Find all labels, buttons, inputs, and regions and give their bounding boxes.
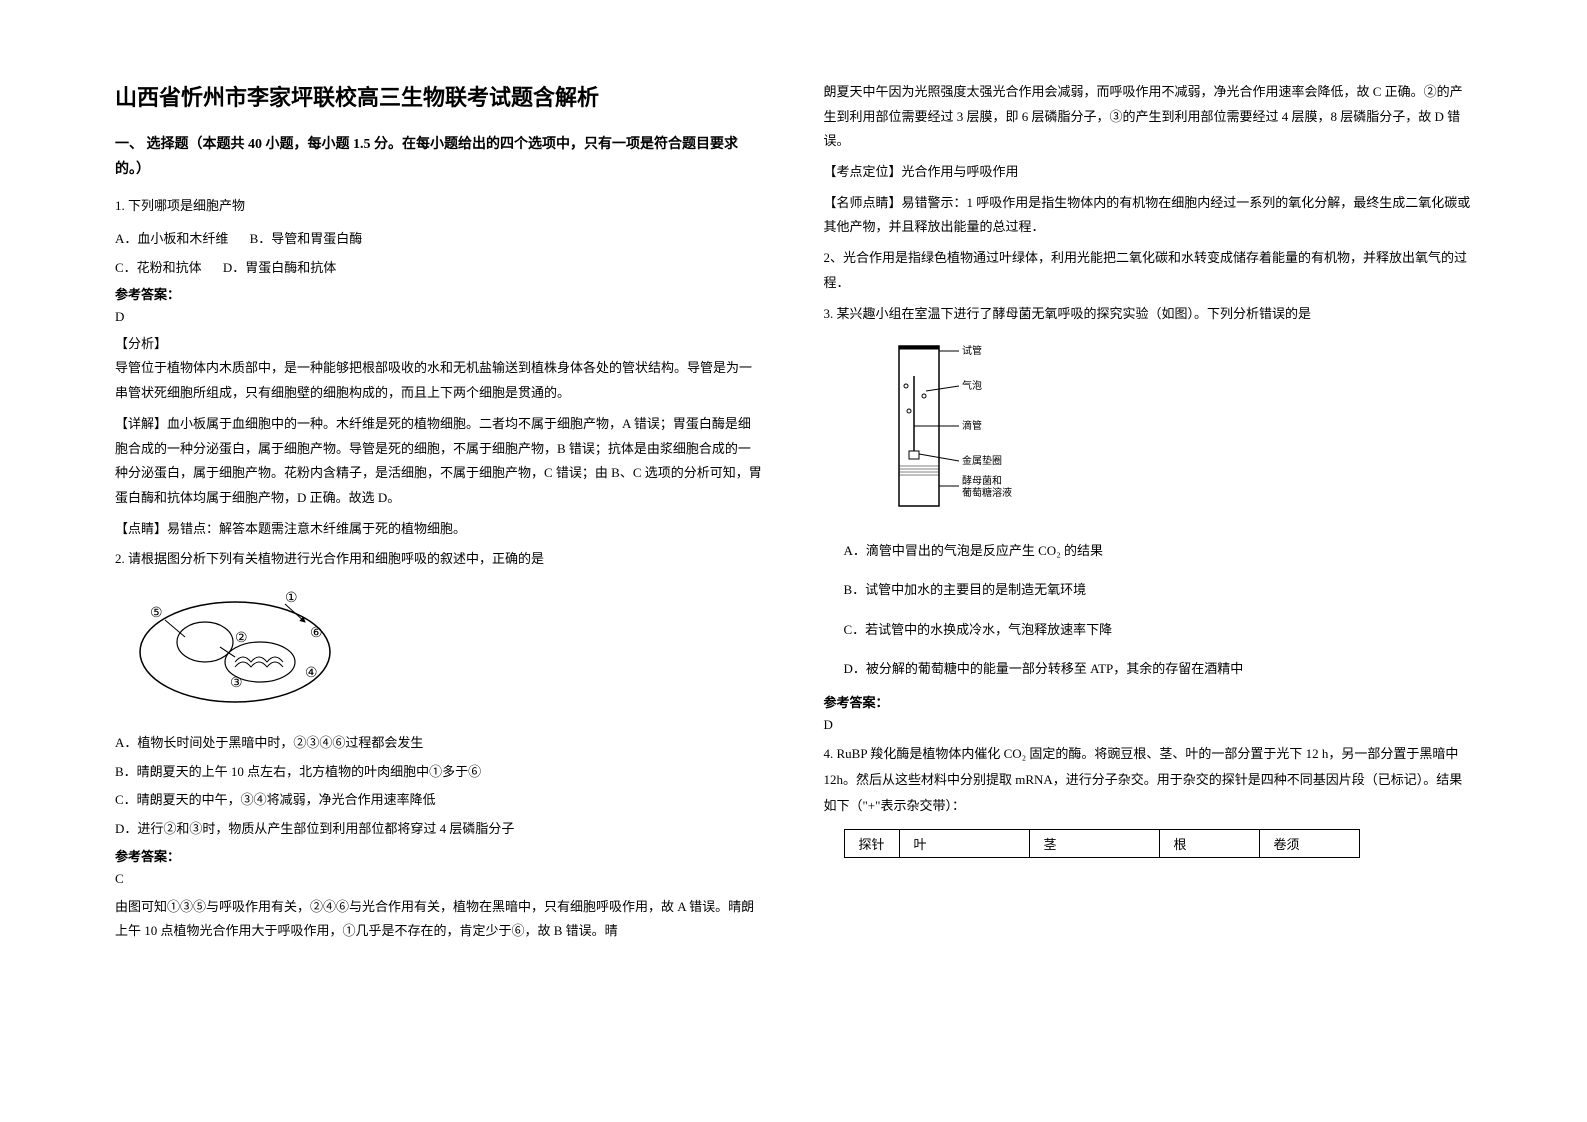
q2-optA: A．植物长时间处于黑暗中时，②③④⑥过程都会发生 [115, 731, 764, 756]
label-jiaomu2: 葡萄糖溶液 [962, 486, 1012, 499]
q2-answer: C [115, 871, 764, 887]
question-1: 1. 下列哪项是细胞产物 [115, 194, 764, 219]
q1-optD: D．胃蛋白酶和抗体 [223, 260, 336, 275]
q2-optC: C．晴朗夏天的中午，③④将减弱，净光合作用速率降低 [115, 788, 764, 813]
q2-optB: B．晴朗夏天的上午 10 点左右，北方植物的叶肉细胞中①多于⑥ [115, 760, 764, 785]
q1-tip-text: 易错点：解答本题需注意木纤维属于死的植物细胞。 [167, 521, 466, 536]
question-2: 2. 请根据图分析下列有关植物进行光合作用和细胞呼吸的叙述中，正确的是 [115, 547, 764, 572]
q1-detail-label: 【详解】 [115, 416, 167, 431]
svg-text:②: ② [235, 631, 248, 646]
q2-analysis-p1: 由图可知①③⑤与呼吸作用有关，②④⑥与光合作用有关，植物在黑暗中，只有细胞呼吸作… [115, 895, 764, 944]
table-row: 探针 叶 茎 根 卷须 [844, 829, 1359, 857]
q1-optC: C．花粉和抗体 [115, 260, 202, 275]
mingshi-label: 【名师点睛】 [824, 195, 902, 210]
q3-number: 3. [824, 306, 834, 321]
q2-number: 2. [115, 551, 125, 566]
label-diguan: 滴管 [962, 419, 982, 432]
q2-optD: D．进行②和③时，物质从产生部位到利用部位都将穿过 4 层磷脂分子 [115, 817, 764, 842]
svg-text:③: ③ [230, 676, 243, 691]
svg-text:①: ① [285, 591, 298, 606]
q3-optA: A．滴管中冒出的气泡是反应产生 CO₂ 的结果 [844, 535, 1473, 566]
th-3: 根 [1159, 829, 1259, 857]
kaodian-label: 【考点定位】 [824, 164, 902, 179]
q3-answer-label: 参考答案： [824, 692, 1473, 711]
q1-options-row2: C．花粉和抗体 D．胃蛋白酶和抗体 [115, 256, 764, 281]
document-title: 山西省忻州市李家坪联校高三生物联考试题含解析 [115, 80, 764, 112]
mingshi-text: 易错警示：1 呼吸作用是指生物体内的有机物在细胞内经过一系列的氧化分解，最终生成… [824, 195, 1471, 235]
q1-detail-text: 血小板属于血细胞中的一种。木纤维是死的植物细胞。二者均不属于细胞产物，A 错误；… [115, 416, 762, 505]
q1-number: 1. [115, 198, 125, 213]
svg-text:⑥: ⑥ [310, 626, 323, 641]
section-header: 一、 选择题（本题共 40 小题，每小题 1.5 分。在每小题给出的四个选项中，… [115, 132, 764, 182]
svg-text:⑤: ⑤ [150, 606, 163, 621]
q4-text: RuBP 羧化酶是植物体内催化 CO₂ 固定的酶。将豌豆根、茎、叶的一部分置于光… [824, 746, 1463, 813]
right-column: 朗夏天中午因为光照强度太强光合作用会减弱，而呼吸作用不减弱，净光合作用速率会降低… [794, 80, 1488, 1082]
svg-text:④: ④ [305, 666, 318, 681]
q1-answer: D [115, 309, 764, 325]
label-shiguan: 试管 [962, 344, 982, 357]
th-2: 茎 [1029, 829, 1159, 857]
mingshi: 【名师点睛】易错警示：1 呼吸作用是指生物体内的有机物在细胞内经过一系列的氧化分… [824, 191, 1473, 240]
q3-optC: C．若试管中的水换成冷水，气泡释放速率下降 [844, 614, 1473, 645]
th-1: 叶 [899, 829, 1029, 857]
q2-cont-p1: 朗夏天中午因为光照强度太强光合作用会减弱，而呼吸作用不减弱，净光合作用速率会降低… [824, 80, 1473, 154]
q3-optD: D．被分解的葡萄糖中的能量一部分转移至 ATP，其余的存留在酒精中 [844, 653, 1473, 684]
label-jinshu: 金属垫圈 [962, 454, 1002, 467]
q4-table: 探针 叶 茎 根 卷须 [844, 829, 1360, 858]
q2-answer-label: 参考答案： [115, 846, 764, 865]
q1-tip-label: 【点睛】 [115, 521, 167, 536]
q2-text: 请根据图分析下列有关植物进行光合作用和细胞呼吸的叙述中，正确的是 [128, 551, 544, 566]
q3-answer: D [824, 717, 1473, 733]
question-3: 3. 某兴趣小组在室温下进行了酵母菌无氧呼吸的探究实验（如图）。下列分析错误的是 [824, 302, 1473, 327]
q1-analysis-p1: 导管位于植物体内木质部中，是一种能够把根部吸收的水和无机盐输送到植株身体各处的管… [115, 356, 764, 405]
q1-analysis-label: 【分析】 [115, 333, 764, 352]
label-qipao: 气泡 [962, 379, 982, 392]
th-4: 卷须 [1259, 829, 1359, 857]
q1-answer-label: 参考答案： [115, 284, 764, 303]
q3-optB: B．试管中加水的主要目的是制造无氧环境 [844, 574, 1473, 605]
q1-text: 下列哪项是细胞产物 [128, 198, 245, 213]
q1-optA: A．血小板和木纤维 [115, 231, 228, 246]
q1-options-row1: A．血小板和木纤维 B．导管和胃蛋白酶 [115, 227, 764, 252]
kaodian-text: 光合作用与呼吸作用 [902, 164, 1019, 179]
q1-tip: 【点睛】易错点：解答本题需注意木纤维属于死的植物细胞。 [115, 517, 764, 542]
q4-number: 4. [824, 746, 834, 761]
q1-detail: 【详解】血小板属于血细胞中的一种。木纤维是死的植物细胞。二者均不属于细胞产物，A… [115, 412, 764, 511]
label-jiaomu1: 酵母菌和 [962, 475, 1002, 487]
mingshi-p2: 2、光合作用是指绿色植物通过叶绿体，利用光能把二氧化碳和水转变成储存着能量的有机… [824, 246, 1473, 295]
q3-text: 某兴趣小组在室温下进行了酵母菌无氧呼吸的探究实验（如图）。下列分析错误的是 [837, 306, 1312, 321]
question-4: 4. RuBP 羧化酶是植物体内催化 CO₂ 固定的酶。将豌豆根、茎、叶的一部分… [824, 741, 1473, 819]
th-0: 探针 [844, 829, 899, 857]
q1-optB: B．导管和胃蛋白酶 [250, 231, 363, 246]
kaodian: 【考点定位】光合作用与呼吸作用 [824, 160, 1473, 185]
left-column: 山西省忻州市李家坪联校高三生物联考试题含解析 一、 选择题（本题共 40 小题，… [100, 80, 794, 1082]
q2-diagram: ① ⑤ ② ③ ④ ⑥ [135, 582, 764, 717]
q3-diagram: 试管 气泡 滴管 金属垫圈 酵母菌和葡萄糖溶液 [874, 336, 1473, 521]
